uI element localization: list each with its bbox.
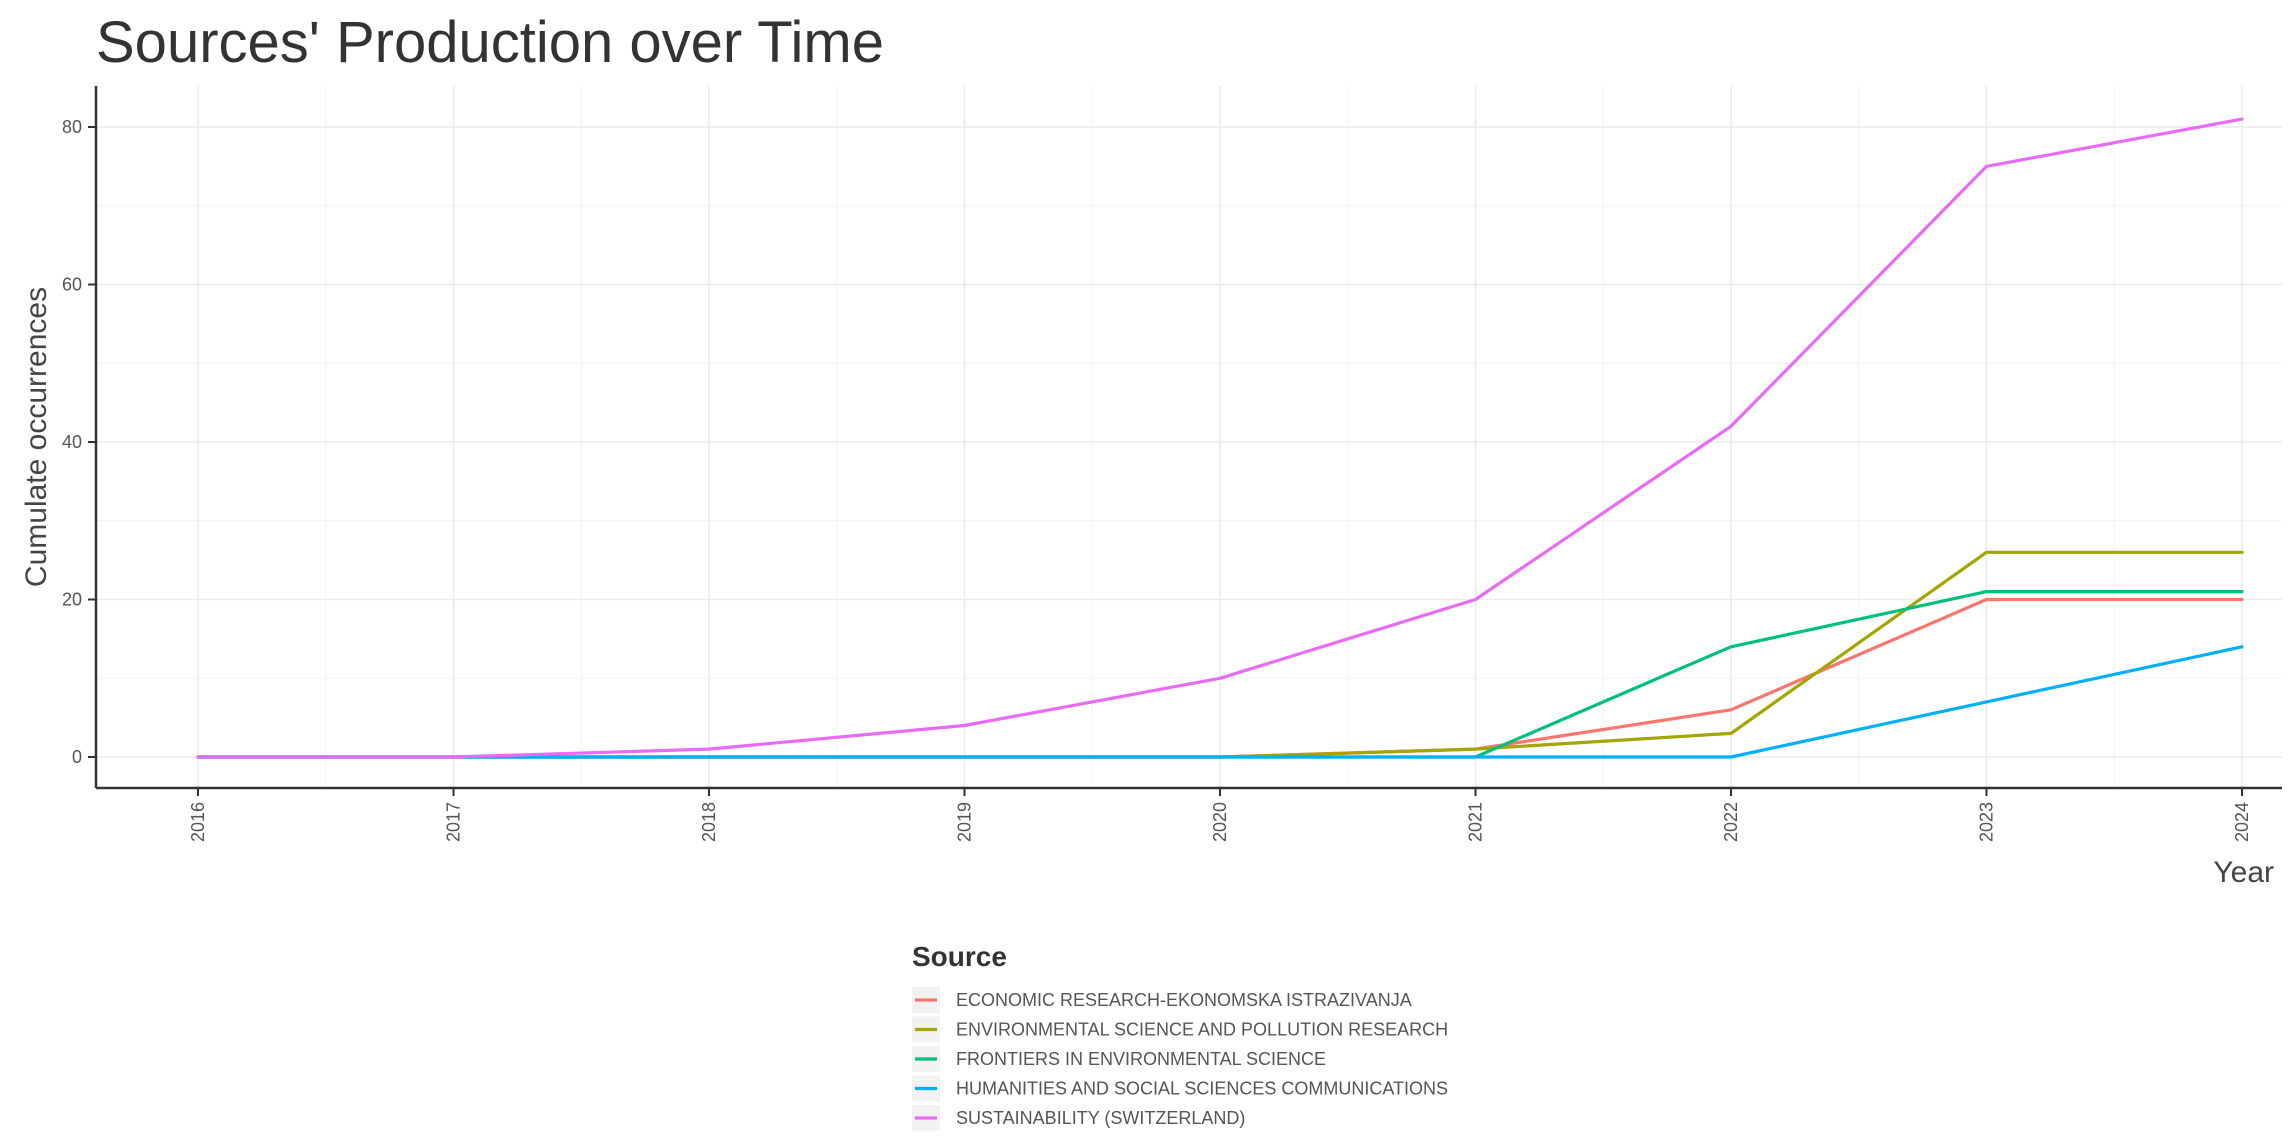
legend-item: SUSTAINABILITY (SWITZERLAND) xyxy=(912,1105,1245,1131)
x-tick-label: 2017 xyxy=(444,802,464,842)
y-axis-title: Cumulate occurrences xyxy=(20,287,53,587)
x-tick-label: 2019 xyxy=(955,802,975,842)
x-tick-label: 2021 xyxy=(1466,802,1486,842)
x-tick-label: 2016 xyxy=(188,802,208,842)
legend-item: ECONOMIC RESEARCH-EKONOMSKA ISTRAZIVANJA xyxy=(912,987,1412,1013)
x-tick-label: 2020 xyxy=(1210,802,1230,842)
y-tick-label: 60 xyxy=(62,275,82,295)
x-tick-label: 2018 xyxy=(699,802,719,842)
x-tick-label: 2023 xyxy=(1977,802,1997,842)
series-line-humanities-and-social-sciences-communications xyxy=(196,645,2244,759)
legend-item: HUMANITIES AND SOCIAL SCIENCES COMMUNICA… xyxy=(912,1075,1448,1102)
x-axis-title: Year xyxy=(2213,856,2274,889)
series-lines xyxy=(196,117,2244,759)
legend-label: SUSTAINABILITY (SWITZERLAND) xyxy=(956,1108,1245,1128)
series-line-sustainability-switzerland xyxy=(196,117,2244,759)
y-tick-label: 40 xyxy=(62,432,82,452)
axes: 0 20 40 60 80 2016 2017 2018 2019 2020 2021 2022 202… xyxy=(62,86,2282,842)
legend-title: Source xyxy=(912,941,1007,972)
legend-item: ENVIRONMENTAL SCIENCE AND POLLUTION RESE… xyxy=(912,1016,1448,1043)
y-tick-label: 20 xyxy=(62,590,82,610)
x-tick-label: 2022 xyxy=(1721,802,1741,842)
legend-label: HUMANITIES AND SOCIAL SCIENCES COMMUNICA… xyxy=(956,1079,1448,1099)
legend-item: FRONTIERS IN ENVIRONMENTAL SCIENCE xyxy=(912,1046,1326,1072)
legend-label: ECONOMIC RESEARCH-EKONOMSKA ISTRAZIVANJA xyxy=(956,990,1412,1010)
legend: Source ECONOMIC RESEARCH-EKONOMSKA ISTRA… xyxy=(912,941,1448,1131)
y-tick-label: 80 xyxy=(62,117,82,137)
x-tick-label: 2024 xyxy=(2232,802,2252,842)
legend-label: FRONTIERS IN ENVIRONMENTAL SCIENCE xyxy=(956,1049,1326,1069)
y-tick-label: 0 xyxy=(72,747,82,767)
legend-label: ENVIRONMENTAL SCIENCE AND POLLUTION RESE… xyxy=(956,1020,1448,1040)
chart-title: Sources' Production over Time xyxy=(96,10,884,75)
